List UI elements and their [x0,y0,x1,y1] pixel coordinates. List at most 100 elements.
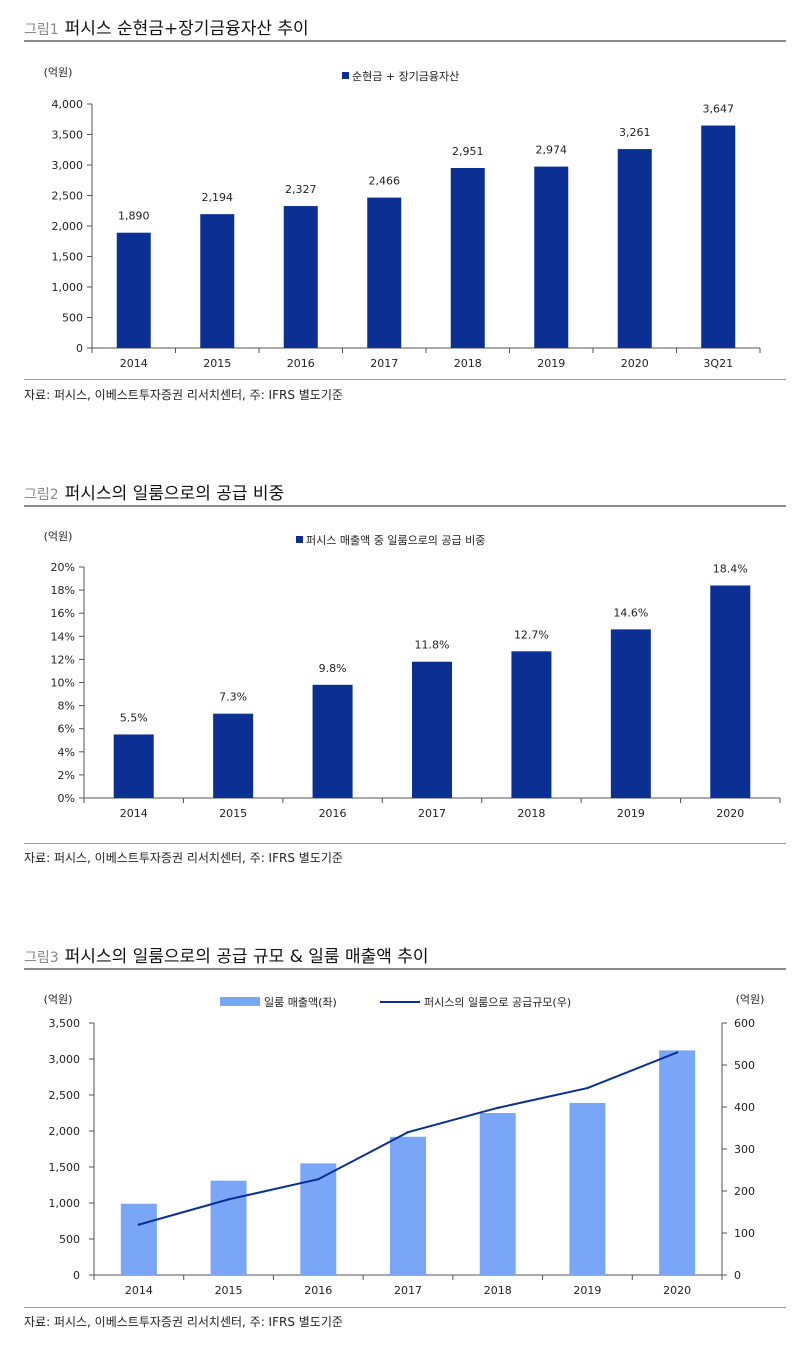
x-tick-label: 2017 [394,1284,422,1297]
legend-label-bar: 일룸 매출액(좌) [264,995,337,1009]
y-tick-label: 0% [58,792,75,805]
figure2-title-text: 퍼시스의 일룸으로의 공급 비중 [64,484,285,504]
data-label: 5.5% [120,711,148,724]
unit-label-left: (억원) [44,993,73,1006]
x-tick-label: 2020 [663,1284,691,1297]
figure1-title-text: 퍼시스 순현금+장기금융자산 추이 [64,19,309,39]
x-tick-label: 2020 [716,807,744,820]
figure1-bottom-rule [24,379,786,380]
data-label: 2,327 [285,183,317,196]
figure3-title-text: 퍼시스의 일룸으로의 공급 규모 & 일룸 매출액 추이 [64,947,429,967]
data-label: 12.7% [514,628,549,641]
bar [659,1050,696,1275]
data-label: 1,890 [118,210,150,223]
data-label: 9.8% [319,662,347,675]
legend-swatch-bar [220,997,260,1006]
figure1-label: 그림1 [24,22,59,38]
unit-label: (억원) [44,66,73,79]
y-tick-label: 500 [62,312,83,325]
line-point [586,1086,589,1090]
line-point [675,1051,679,1054]
x-tick-label: 2015 [219,807,247,820]
data-label: 14.6% [613,606,648,619]
y-tick-label: 1,000 [52,281,84,294]
y-tick-label-left: 1,000 [49,1197,81,1210]
y-tick-label: 12% [51,653,75,666]
legend-swatch [342,72,349,79]
data-label: 18.4% [713,562,748,575]
y-tick-label: 1,500 [52,251,84,264]
bar [701,125,736,349]
bar [511,651,552,798]
y-tick-label: 4,000 [52,98,84,111]
bar [116,232,151,348]
legend-swatch [296,536,303,543]
chart2: (억원) 퍼시스 매출액 중 일룸으로의 공급 비중 0% 2% 4% 6% 8% 10% 12… [44,530,781,820]
x-tick-label: 2016 [287,357,315,370]
y-tick-label: 14% [51,630,75,643]
x-tick-label: 2016 [304,1284,332,1297]
bar [610,629,651,798]
bar [213,713,254,798]
y-tick-label: 2% [58,769,75,782]
x-tick-label: 2018 [484,1284,512,1297]
x-tick-label: 2017 [370,357,398,370]
figure3-source: 자료: 퍼시스, 이베스트투자증권 리서치센터, 주: IFRS 별도기준 [24,1315,343,1329]
line-point [137,1223,141,1226]
bar [312,684,353,798]
y-tick-label: 20% [51,561,75,574]
chart3: (억원) (억원) 일룸 매출액(좌) 퍼시스의 일룸으로 공급규모(우) 0 500 1,… [44,993,765,1297]
legend-label: 순현금 + 장기금융자산 [352,70,459,83]
figure2-top-rule [24,505,786,507]
bar [412,661,452,798]
y-tick-label: 3,000 [52,159,84,172]
figure2-title: 그림2 퍼시스의 일룸으로의 공급 비중 [24,479,284,504]
bar [113,734,154,798]
bar [120,1203,157,1275]
y-tick-label-left: 3,000 [49,1053,81,1066]
x-tick-label: 2019 [617,807,645,820]
data-label: 11.8% [415,639,450,652]
x-tick-label: 2019 [537,357,565,370]
y-tick-label-right: 0 [734,1269,741,1282]
bar [450,167,485,348]
figure2-label: 그림2 [24,487,59,503]
bar [390,1136,426,1275]
legend-label: 퍼시스 매출액 중 일룸으로의 공급 비중 [306,533,485,547]
x-tick-label: 2014 [120,357,148,370]
x-tick-label: 2018 [517,807,545,820]
y-tick-label: 18% [51,584,75,597]
figure2-source: 자료: 퍼시스, 이베스트투자증권 리서치센터, 주: IFRS 별도기준 [24,851,343,865]
data-label: 3,647 [703,103,735,116]
y-tick-label-right: 300 [734,1143,755,1156]
y-tick-label-right: 600 [734,1017,755,1030]
bar [710,585,751,798]
data-label: 2,951 [452,145,484,158]
x-tick-label: 2015 [215,1284,243,1297]
y-tick-label: 0 [76,342,83,355]
y-tick-label-right: 500 [734,1059,755,1072]
figure3-bottom-rule [24,1307,786,1308]
legend-label-line: 퍼시스의 일룸으로 공급규모(우) [424,995,571,1009]
x-tick-label: 2018 [454,357,482,370]
bar [479,1113,516,1275]
line-point [227,1198,230,1201]
figure3-title: 그림3 퍼시스의 일룸으로의 공급 규모 & 일룸 매출액 추이 [24,942,429,967]
figure1-source: 자료: 퍼시스, 이베스트투자증권 리서치센터, 주: IFRS 별도기준 [24,388,343,402]
line-point [406,1131,410,1134]
y-tick-label: 2,500 [52,190,84,203]
y-tick-label: 2,000 [52,220,84,233]
y-tick-label: 4% [58,746,75,759]
data-label: 2,194 [202,191,234,204]
x-tick-label: 3Q21 [703,357,733,370]
data-label: 2,974 [536,144,568,157]
bar [367,197,402,348]
x-tick-label: 2014 [120,807,148,820]
y-tick-label-left: 2,500 [49,1089,81,1102]
y-tick-label: 8% [58,700,75,713]
y-tick-label-right: 400 [734,1101,755,1114]
y-tick-label-left: 1,500 [49,1161,81,1174]
bar [569,1102,606,1275]
line-point [496,1106,499,1110]
figure1-top-rule [24,40,786,42]
